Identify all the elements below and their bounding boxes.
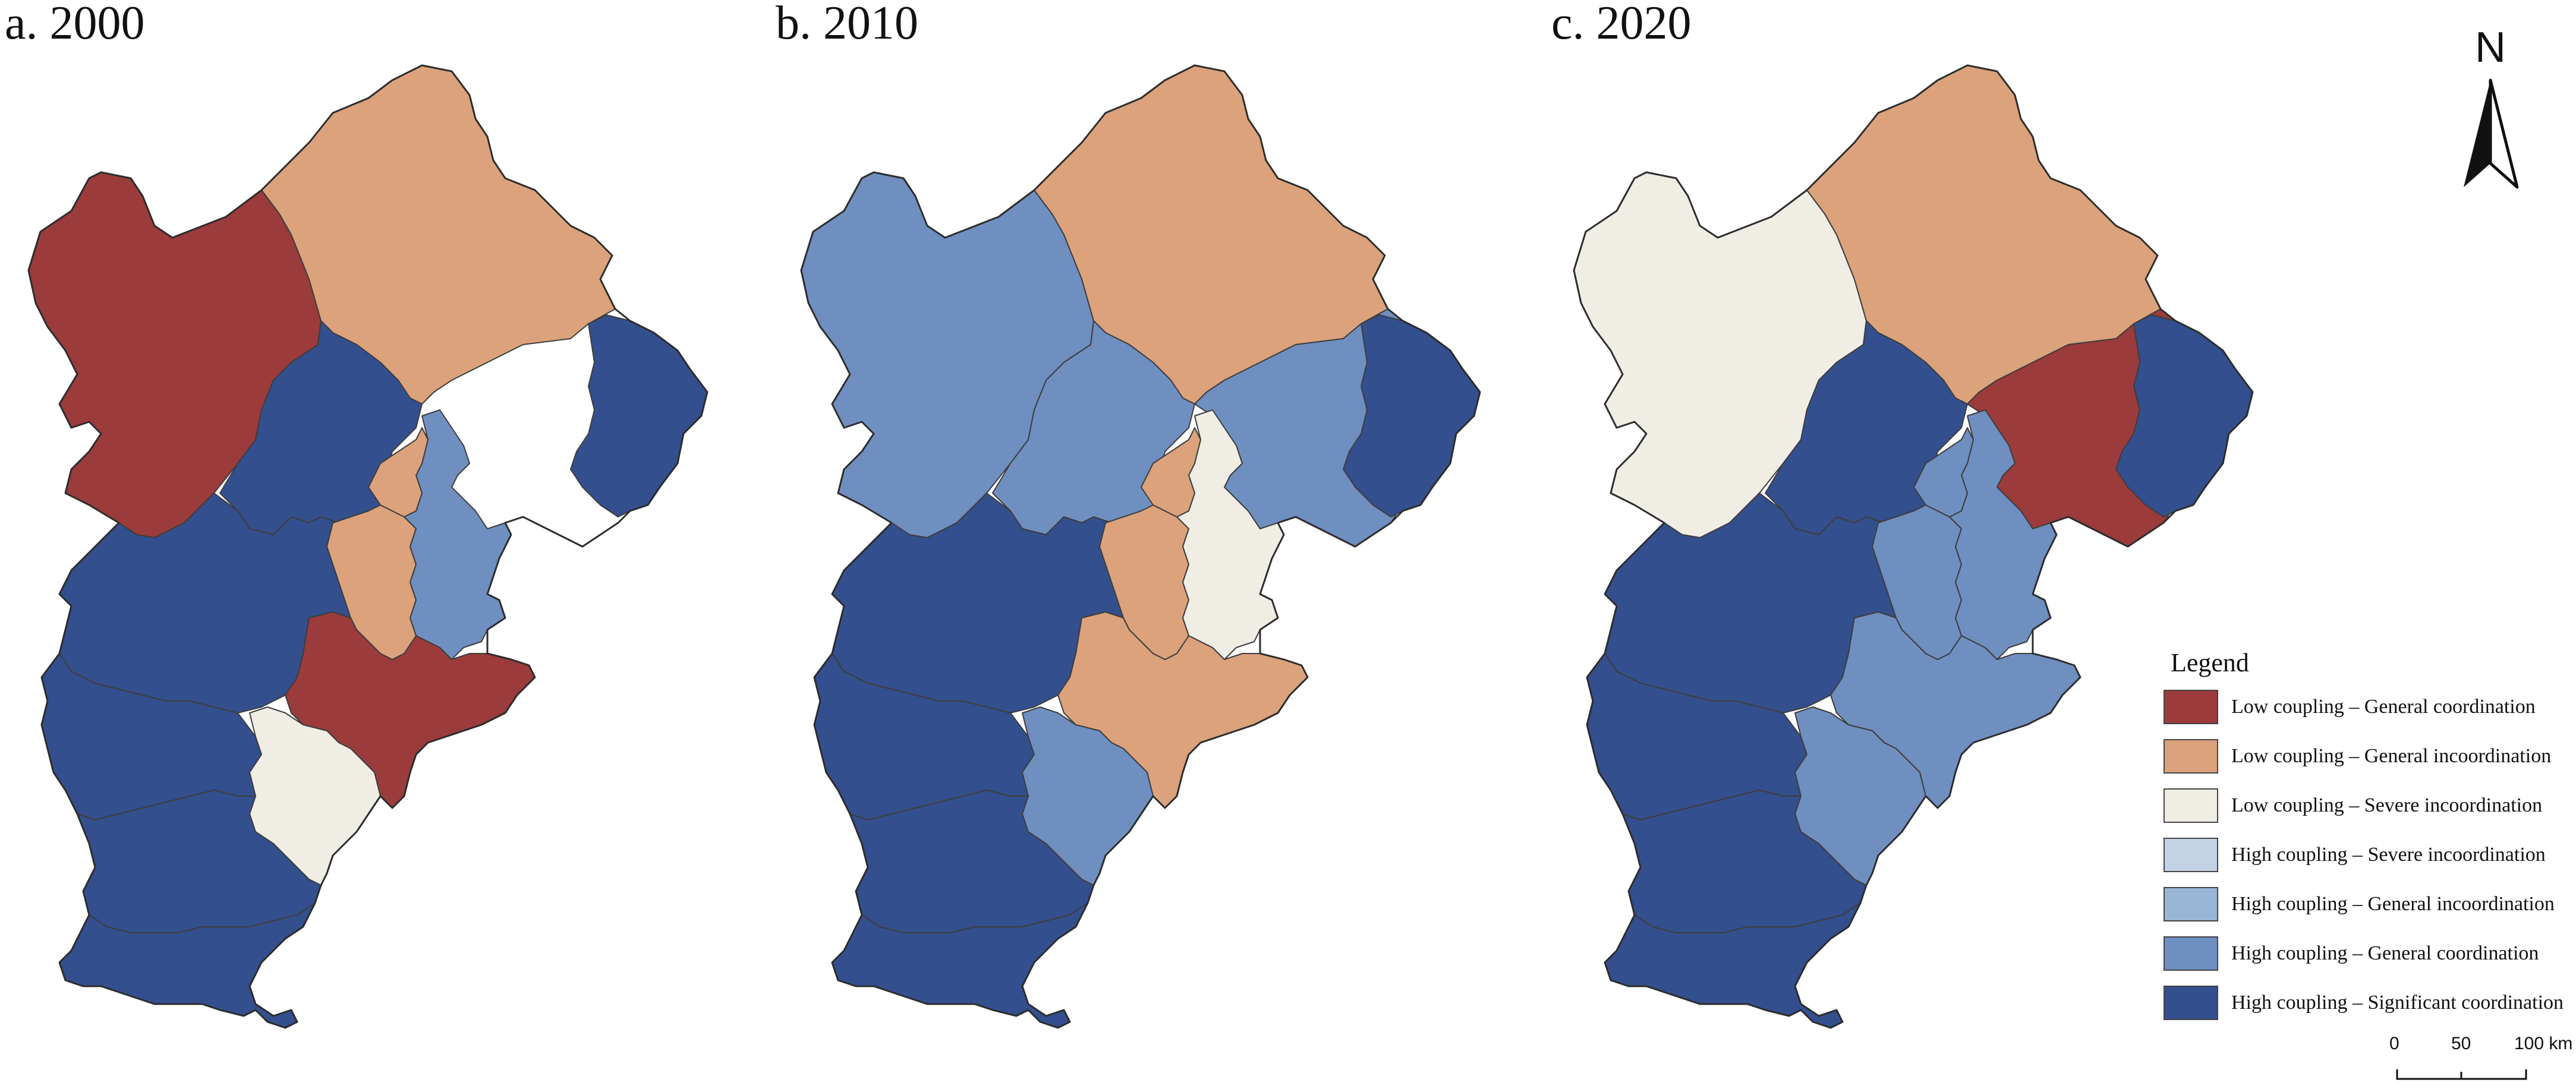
legend-label: Low coupling – General coordination: [2231, 696, 2536, 718]
map-region: [570, 314, 708, 517]
legend-label: High coupling – General coordination: [2231, 942, 2539, 964]
north-arrow-label: N: [2475, 24, 2506, 71]
legend-label: High coupling – General incoordination: [2231, 893, 2555, 915]
legend-label: Low coupling – General incoordination: [2231, 745, 2552, 767]
legend-swatch: [2164, 887, 2218, 921]
scale-tick-100: 100 km: [2514, 1034, 2573, 1053]
scale-tick-50: 50: [2451, 1034, 2471, 1053]
legend-label: Low coupling – Severe incoordination: [2231, 794, 2543, 816]
north-arrow-icon: [2464, 78, 2519, 189]
legend-title: Legend: [2171, 648, 2249, 677]
scale-tick-0: 0: [2389, 1034, 2399, 1053]
legend-swatch: [2164, 986, 2218, 1020]
legend-item: Low coupling – Severe incoordination: [2164, 788, 2568, 823]
panel-title-2020: c. 2020: [1551, 0, 1692, 49]
map-boundary: [1573, 64, 2254, 1029]
legend-item: High coupling – Severe incoordination: [2164, 838, 2568, 872]
legend-swatch: [2164, 838, 2218, 872]
legend-item: High coupling – Significant coordination: [2164, 986, 2568, 1020]
legend-swatch: [2164, 739, 2218, 774]
map-panel-2010: [800, 64, 1481, 1029]
legend-item: High coupling – General coordination: [2164, 936, 2568, 971]
map-panel-2000: [27, 64, 708, 1029]
legend-swatch: [2164, 690, 2218, 724]
map-region: [368, 427, 429, 517]
scale-bar-line: [2396, 1069, 2527, 1080]
panel-title-2010: b. 2010: [776, 0, 918, 49]
map-region: [1913, 427, 1974, 517]
map-panel-2020: [1573, 64, 2254, 1029]
panel-title-2000: a. 2000: [5, 0, 145, 49]
map-region: [1141, 427, 1201, 517]
scale-bar: 0 50 100 km: [2389, 1034, 2572, 1087]
map-boundary: [27, 64, 708, 1029]
legend-item: Low coupling – General coordination: [2164, 690, 2568, 724]
legend: Legend Low coupling – General coordinati…: [2164, 648, 2568, 1035]
legend-label: High coupling – Severe incoordination: [2231, 844, 2546, 866]
legend-label: High coupling – Significant coordination: [2231, 992, 2564, 1014]
legend-swatch: [2164, 936, 2218, 971]
map-boundary: [800, 64, 1481, 1029]
legend-item: Low coupling – General incoordination: [2164, 739, 2568, 774]
legend-swatch: [2164, 788, 2218, 823]
legend-item: High coupling – General incoordination: [2164, 887, 2568, 921]
north-arrow: N: [2455, 24, 2526, 196]
